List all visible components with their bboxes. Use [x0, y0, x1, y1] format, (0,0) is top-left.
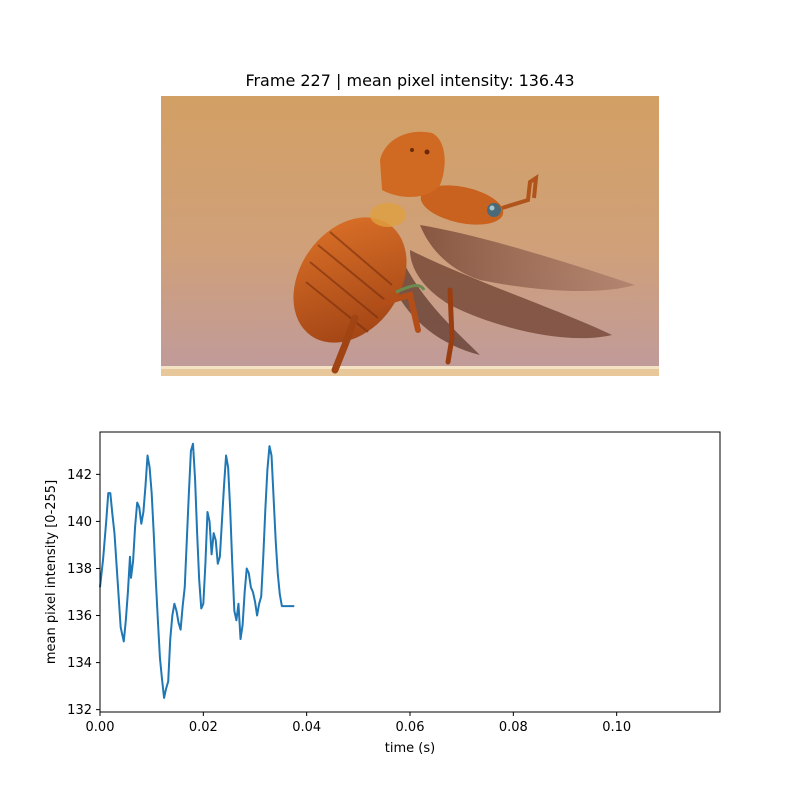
- x-tick-label: 0.08: [499, 720, 528, 735]
- x-tick-label: 0.06: [396, 720, 425, 735]
- x-axis-label: time (s): [385, 741, 435, 756]
- y-axis: 132 134 136 138 140 142: [67, 468, 100, 718]
- y-axis-label: mean pixel intensity [0-255]: [44, 480, 59, 664]
- y-tick-label: 136: [67, 609, 92, 624]
- y-tick-label: 132: [67, 703, 92, 718]
- y-tick-label: 142: [67, 468, 92, 483]
- x-tick-label: 0.02: [189, 720, 218, 735]
- plot-frame: [99, 431, 721, 713]
- y-tick-label: 138: [67, 562, 92, 577]
- beetle-body: [293, 131, 539, 374]
- photo-ledge: [161, 366, 659, 376]
- x-tick-label: 0.10: [602, 720, 631, 735]
- video-frame-image: [161, 96, 659, 376]
- x-tick-label: 0.00: [86, 720, 115, 735]
- series-line: [99, 442, 295, 699]
- x-tick-label: 0.04: [292, 720, 321, 735]
- plot-area: [100, 432, 720, 712]
- frame-title: Frame 227 | mean pixel intensity: 136.43: [245, 71, 575, 90]
- y-tick-label: 140: [67, 515, 92, 530]
- y-tick-label: 134: [67, 656, 92, 671]
- x-axis: 0.00 0.02 0.04 0.06 0.08 0.10: [86, 712, 631, 735]
